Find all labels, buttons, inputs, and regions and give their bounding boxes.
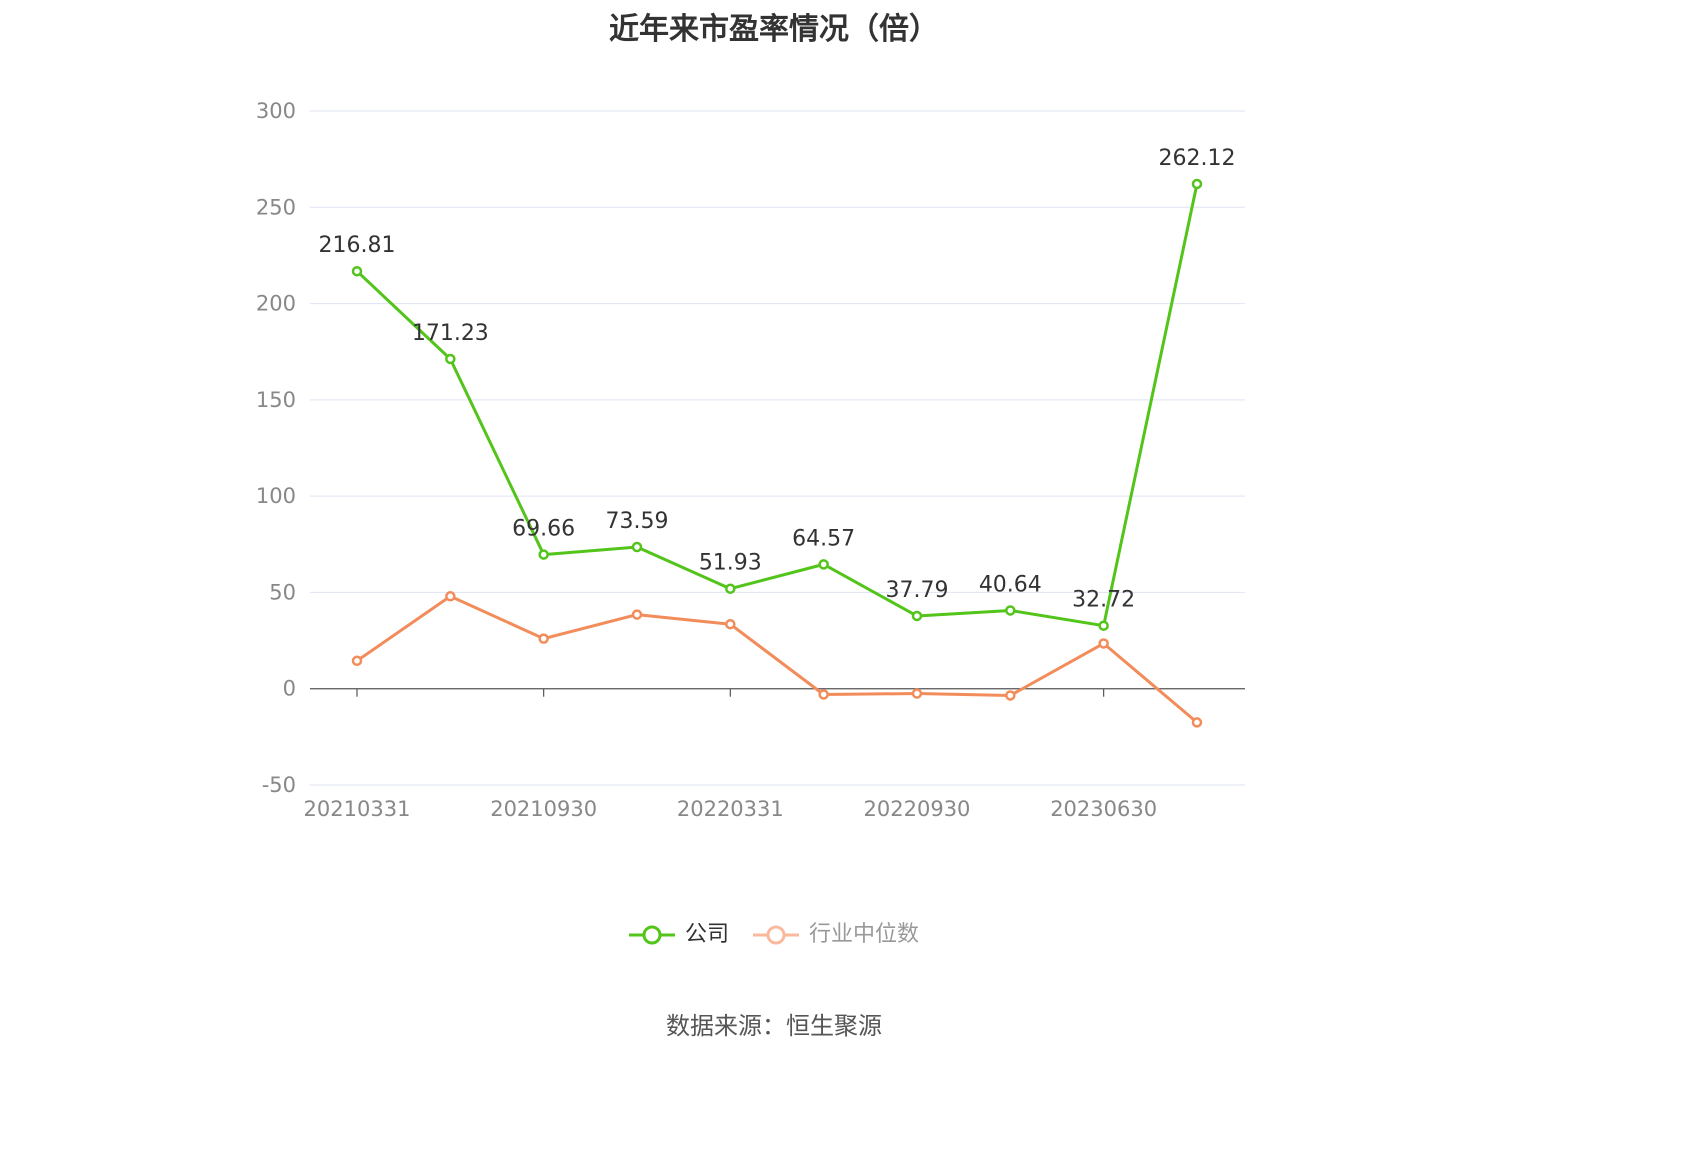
data-point [631, 609, 643, 620]
data-label: 37.79 [885, 578, 948, 603]
legend-item-industry[interactable]: 行业中位数 [753, 918, 919, 952]
data-point [445, 353, 456, 365]
data-point [911, 688, 923, 699]
y-tick-label: 0 [283, 677, 296, 701]
x-tick-label: 20230630 [1050, 797, 1157, 821]
legend-item-company[interactable]: 公司 [628, 918, 729, 952]
line-chart: -50 0 50 100 150 200 250 300 20210331 20210930 202… [256, 99, 1245, 821]
chart-title: 近年来市盈率情况（倍） [609, 12, 939, 47]
data-point [818, 559, 829, 570]
data-label: 262.12 [1158, 146, 1235, 171]
data-point [1098, 638, 1109, 649]
data-point [1005, 605, 1016, 616]
data-point [1098, 620, 1109, 631]
data-label: 64.57 [792, 526, 855, 551]
x-tick-label: 20220930 [864, 797, 971, 821]
data-point [1005, 690, 1016, 701]
legend-line-icon [753, 925, 799, 945]
data-label: 69.66 [512, 517, 575, 542]
data-point [818, 689, 829, 700]
data-point [351, 265, 363, 277]
x-tick-label: 20210930 [490, 797, 597, 821]
y-tick-label: 300 [256, 99, 296, 123]
data-label: 40.64 [979, 572, 1042, 597]
series [351, 178, 1203, 728]
data-label: 51.93 [699, 551, 762, 576]
data-point [538, 633, 549, 644]
y-tick-label: 250 [256, 195, 296, 219]
data-point [445, 591, 456, 602]
data-label: 73.59 [605, 509, 668, 534]
data-label: 32.72 [1072, 588, 1135, 613]
y-tick-label: -50 [262, 773, 296, 797]
data-point [725, 583, 736, 594]
series-line [356, 594, 1198, 724]
y-tick-label: 50 [269, 580, 296, 604]
x-tick-label: 20220331 [677, 797, 784, 821]
data-point [351, 655, 363, 667]
data-point [631, 541, 643, 553]
data-source: 数据来源：恒生聚源 [666, 1012, 882, 1040]
data-point [725, 618, 736, 630]
data-point [1191, 178, 1203, 190]
data-point [1191, 717, 1203, 728]
grid-lines [310, 110, 1245, 786]
x-tick-label: 20210331 [304, 797, 411, 821]
legend: 公司 行业中位数 [0, 918, 1548, 952]
data-label: 216.81 [319, 233, 396, 258]
legend-label: 行业中位数 [809, 922, 920, 947]
legend-label: 公司 [684, 922, 729, 947]
y-tick-label: 200 [256, 292, 296, 316]
series-line [355, 183, 1199, 628]
y-tick-label: 150 [256, 388, 296, 412]
axes: -50 0 50 100 150 200 250 300 20210331 20210930 202… [256, 99, 1245, 821]
data-labels: 216.81 171.23 69.66 73.59 51.93 64.57 37.79 40.… [319, 146, 1236, 613]
legend-line-icon [628, 925, 675, 945]
data-label: 171.23 [412, 321, 489, 346]
y-tick-label: 100 [256, 484, 296, 508]
data-point [911, 610, 923, 622]
data-point [538, 549, 549, 560]
